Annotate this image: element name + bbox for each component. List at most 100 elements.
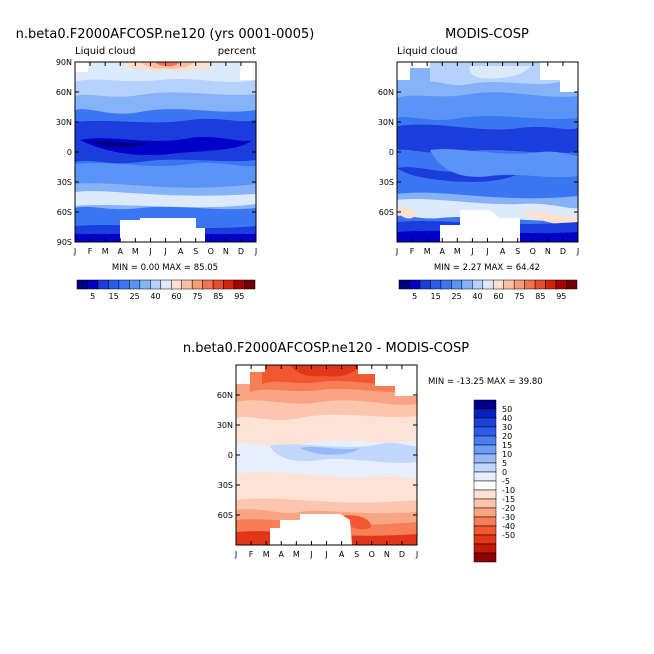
panel-obs-x-tick-label: A xyxy=(440,247,446,256)
panel-obs-colorbar-swatch xyxy=(524,279,536,290)
panel-diff-x-tick-label: J xyxy=(415,550,418,559)
panel-obs-y-tick-label: 60S xyxy=(379,208,394,217)
panel-model-x-tick-label: M xyxy=(102,247,109,256)
panel-model-y-tick-label: 30N xyxy=(56,118,72,127)
panel-obs-colorbar-label: 95 xyxy=(556,292,566,301)
panel-model-colorbar-label: 85 xyxy=(213,292,223,301)
panel-model-x-tick-label: J xyxy=(73,247,76,256)
panel-model-colorbar-label: 75 xyxy=(192,292,202,301)
panel-diff-y-tick-label: 0 xyxy=(228,451,233,460)
panel-model-colorbar-swatch xyxy=(150,279,162,290)
panel-diff-colorbar-swatch xyxy=(473,453,497,464)
panel-obs-colorbar-swatch xyxy=(461,279,473,290)
field-band xyxy=(75,162,256,192)
panel-diff-colorbar-label: 0 xyxy=(502,468,507,477)
panel-obs-x-tick-label: O xyxy=(530,247,536,256)
panel-model-colorbar-swatch xyxy=(139,279,151,290)
panel-obs-colorbar-swatch xyxy=(503,279,515,290)
panel-obs-field xyxy=(397,62,578,242)
panel-model-y-tick-label: 60N xyxy=(56,88,72,97)
panel-model-colorbar-swatch xyxy=(170,279,182,290)
panel-obs-colorbar-swatch xyxy=(534,279,546,290)
panel-obs-colorbar-swatch xyxy=(409,279,421,290)
panel-obs-x-tick-label: A xyxy=(500,247,506,256)
field-band xyxy=(75,191,256,208)
panel-model-colorbar-label: 15 xyxy=(109,292,119,301)
panel-obs-colorbar-label: 5 xyxy=(412,292,417,301)
panel-diff-colorbar-label: 50 xyxy=(502,405,512,414)
panel-model-colorbar-swatch xyxy=(108,279,120,290)
field-band xyxy=(75,62,256,82)
panel-obs-colorbar-swatch xyxy=(451,279,463,290)
field-band xyxy=(80,137,252,156)
panel-model-x-tick-label: J xyxy=(254,247,257,256)
panel-model-field xyxy=(75,62,256,242)
panel-obs-x-tick-label: J xyxy=(395,247,398,256)
panel-diff-y-tick-label: 30S xyxy=(218,481,233,490)
panel-diff-field xyxy=(236,365,417,545)
panel-obs-x-tick-label: N xyxy=(545,247,551,256)
panel-obs-x-tick-label: D xyxy=(560,247,566,256)
panel-obs-stats: MIN = 2.27 MAX = 64.42 xyxy=(434,263,540,273)
panel-diff-x-tick-label: J xyxy=(309,550,312,559)
panel-obs-y-tick-label: 30S xyxy=(379,178,394,187)
panel-diff-colorbar-swatch xyxy=(473,489,497,500)
panel-model-colorbar-label: 5 xyxy=(90,292,95,301)
missing-data xyxy=(397,62,578,242)
panel-model-colorbar-swatch xyxy=(233,279,245,290)
panel-obs-x-tick-label: M xyxy=(454,247,461,256)
panel-diff-x-tick-label: M xyxy=(263,550,270,559)
panel-obs-colorbar-label: 40 xyxy=(472,292,482,301)
panel-obs-x-tick-label: F xyxy=(410,247,415,256)
panel-diff-x-tick-label: F xyxy=(249,550,254,559)
panel-diff-y-tick-label: 60N xyxy=(217,391,233,400)
panel-diff-colorbar-swatch xyxy=(473,462,497,473)
panel-model-x-tick-label: F xyxy=(88,247,93,256)
panel-diff-y-tick-label: 60S xyxy=(218,511,233,520)
panel-obs-colorbar-label: 15 xyxy=(431,292,441,301)
panel-obs-colorbar-swatch xyxy=(482,279,494,290)
panel-diff-x-tick-label: A xyxy=(279,550,285,559)
field-band xyxy=(290,365,360,377)
panel-obs-variable-label: Liquid cloud xyxy=(397,46,457,57)
panel-model-colorbar-label: 25 xyxy=(129,292,139,301)
panel-model-y-axis: 90N 60N 30N 0 30S 60S 90S xyxy=(56,58,256,247)
panel-diff-colorbar-swatch xyxy=(473,552,497,563)
panel-model-colorbar-swatch xyxy=(129,279,141,290)
panel-diff-colorbar-swatch xyxy=(473,417,497,428)
panel-diff-colorbar-swatch xyxy=(473,435,497,446)
panel-model-colorbar-swatch xyxy=(87,279,99,290)
panel-diff-x-tick-label: M xyxy=(293,550,300,559)
panel-diff-x-tick-label: D xyxy=(399,550,405,559)
panel-diff-colorbar-swatch xyxy=(473,480,497,491)
panel-diff-x-tick-label: S xyxy=(354,550,359,559)
panel-obs-colorbar: 5 15 25 40 60 75 85 95 xyxy=(398,279,578,301)
panel-model-stats: MIN = 0.00 MAX = 85.05 xyxy=(112,263,218,273)
panel-obs-colorbar-label: 25 xyxy=(451,292,461,301)
panel-diff-colorbar-swatch xyxy=(473,399,497,410)
panel-diff-colorbar-label: -10 xyxy=(502,486,515,495)
field-band xyxy=(397,207,415,219)
panel-obs-colorbar-swatch xyxy=(419,279,431,290)
panel-obs-colorbar-swatch xyxy=(492,279,504,290)
panel-obs-colorbar-swatch xyxy=(398,279,410,290)
panel-model-x-tick-label: S xyxy=(193,247,198,256)
panel-obs-y-tick-label: 60N xyxy=(378,88,394,97)
panel-model-x-tick-label: A xyxy=(118,247,124,256)
panel-obs-colorbar-swatch xyxy=(430,279,442,290)
missing-data xyxy=(236,365,417,545)
panel-diff-colorbar-label: -5 xyxy=(502,477,510,486)
panel-diff-colorbar-swatch xyxy=(473,507,497,518)
panel-diff-title: n.beta0.F2000AFCOSP.ne120 - MODIS-COSP xyxy=(183,341,469,356)
panel-diff-x-tick-label: A xyxy=(339,550,345,559)
field-band xyxy=(340,515,371,530)
panel-diff-stats: MIN = -13.25 MAX = 39.80 xyxy=(428,377,543,387)
panel-model-x-tick-label: N xyxy=(223,247,229,256)
field-band xyxy=(397,124,578,154)
panel-model-units-label: percent xyxy=(218,46,256,57)
